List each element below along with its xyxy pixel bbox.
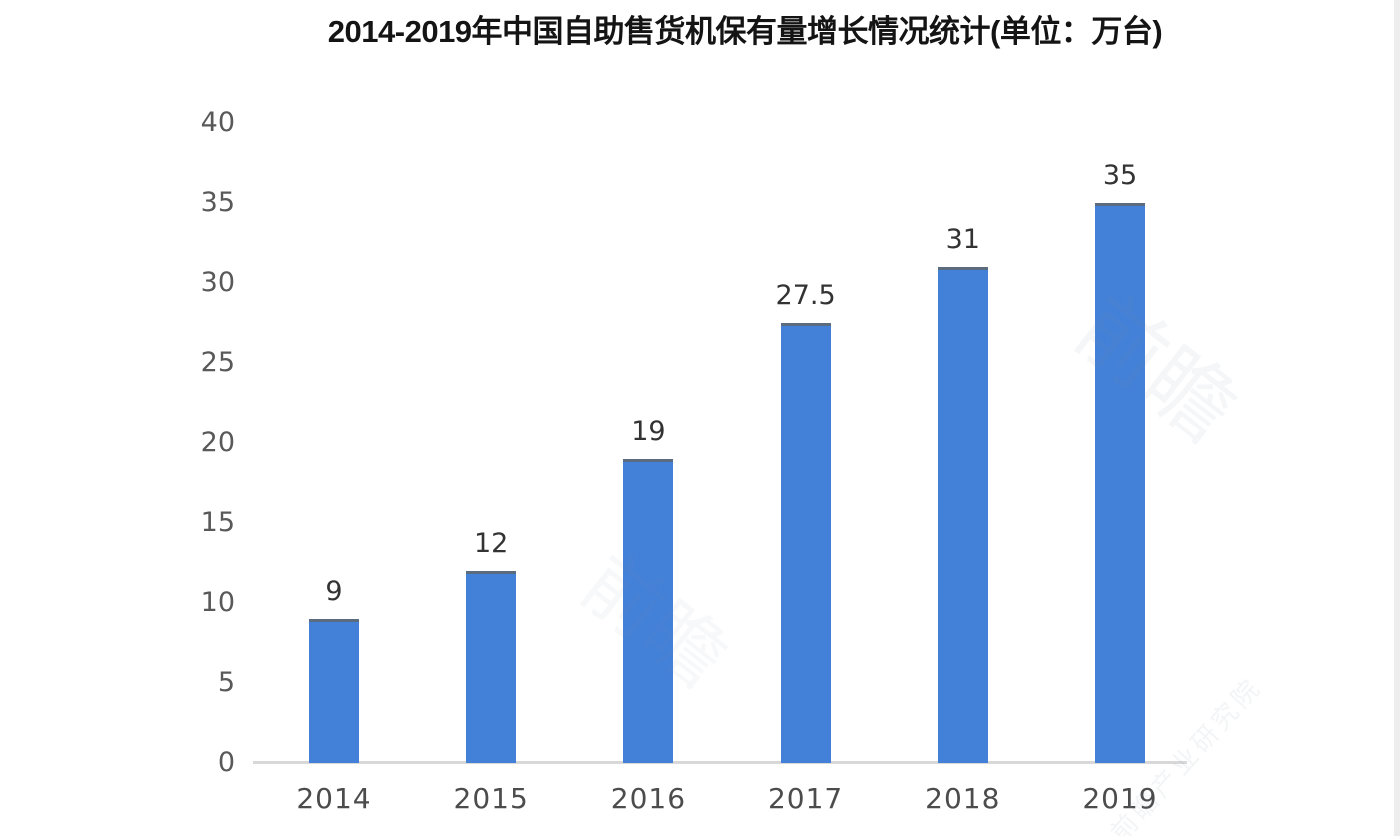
x-axis-tick-label: 2015 [453,782,529,815]
x-axis-tick-label: 2017 [767,782,844,815]
chart-title: 2014-2019年中国自助售货机保有量增长情况统计(单位：万台) [327,14,1163,49]
y-axis-tick-label: 30 [200,267,235,298]
bar-2014 [309,619,359,763]
right-edge-shade [1394,0,1400,836]
y-axis-tick-label: 20 [200,427,235,458]
y-axis-tick-label: 10 [200,587,235,618]
y-axis-tick-label: 15 [200,507,235,538]
bar-2018 [937,267,988,763]
x-axis-tick-label: 2019 [1082,782,1158,815]
y-axis-tick-label: 5 [217,667,235,698]
bar-2017 [780,323,831,763]
x-axis-tick-label: 2018 [925,782,1001,815]
bar-value-label: 9 [325,576,343,607]
bar-value-label: 19 [631,416,666,447]
y-axis-tick-label: 0 [217,747,235,778]
x-axis-line [253,761,1187,764]
bar-value-label: 27.5 [775,280,836,311]
bar-2015 [466,571,517,763]
bar-value-label: 12 [474,528,509,559]
bar-value-label: 31 [945,224,980,255]
y-axis-tick-label: 40 [200,107,235,138]
x-axis-tick-label: 2016 [610,782,687,815]
watermark: 前瞻 [1057,276,1255,462]
bar-2016 [623,459,674,763]
bar-value-label: 35 [1102,160,1138,191]
y-axis-tick-label: 25 [200,347,235,378]
y-axis-tick-label: 35 [200,187,235,218]
bar-2019 [1095,203,1145,763]
x-axis-tick-label: 2014 [296,782,372,815]
